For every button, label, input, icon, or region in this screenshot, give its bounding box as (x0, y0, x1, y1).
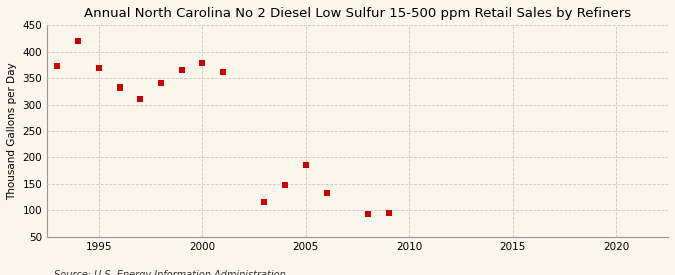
Point (259, 200, 270, 205)
Point (176, 68, 187, 72)
Text: Source: U.S. Energy Information Administration: Source: U.S. Energy Information Administ… (54, 271, 286, 275)
Point (321, 191, 332, 196)
Point (73, 39, 84, 43)
Point (114, 84, 125, 89)
Y-axis label: Thousand Gallons per Day: Thousand Gallons per Day (7, 62, 17, 200)
Point (93, 65, 104, 70)
Point (383, 211, 394, 215)
Point (279, 183, 290, 187)
Point (300, 163, 311, 167)
Point (135, 97, 146, 101)
Point (217, 70, 228, 74)
Point (197, 61, 208, 65)
Title: Annual North Carolina No 2 Diesel Low Sulfur 15-500 ppm Retail Sales by Refiners: Annual North Carolina No 2 Diesel Low Su… (84, 7, 631, 20)
Point (362, 212, 373, 216)
Point (155, 81, 166, 86)
Point (52, 64, 63, 68)
Point (114, 86, 125, 90)
